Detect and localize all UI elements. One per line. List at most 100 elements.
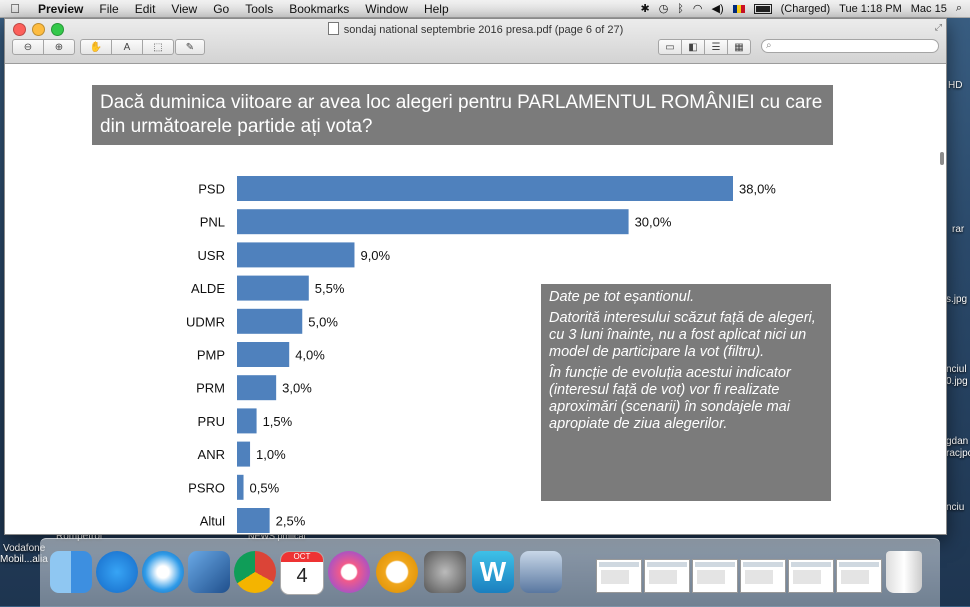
- category-label: UDMR: [186, 314, 225, 329]
- calendar-icon[interactable]: OCT 4: [280, 551, 324, 595]
- menu-view[interactable]: View: [171, 1, 198, 16]
- window-controls: [13, 23, 64, 36]
- question-box: Dacă duminica viitoare ar avea loc alege…: [92, 85, 833, 145]
- photo-booth-icon[interactable]: [520, 551, 562, 593]
- tool-controls: ✋ A ⬚: [80, 39, 174, 55]
- minimized-window-6[interactable]: [836, 559, 882, 593]
- annotate-pen-icon[interactable]: ✎: [175, 39, 205, 55]
- bar-prm: [237, 375, 277, 401]
- category-label: PRU: [198, 414, 225, 429]
- bar-alde: [237, 275, 309, 301]
- desktop-label-nciu[interactable]: nciu: [946, 502, 965, 513]
- view-toc-icon[interactable]: ☰: [704, 39, 728, 55]
- system-preferences-icon[interactable]: [424, 551, 466, 593]
- desktop-label-rompetrol[interactable]: Rompetrol: [56, 531, 103, 542]
- menu-bookmarks[interactable]: Bookmarks: [289, 1, 350, 16]
- pdf-page: Dacă duminica viitoare ar avea loc alege…: [5, 64, 946, 534]
- input-flag-icon[interactable]: [732, 4, 745, 13]
- minimized-window-5[interactable]: [788, 559, 834, 593]
- bar-pnl: [237, 209, 629, 235]
- category-label: USR: [198, 248, 225, 263]
- value-label: 4,0%: [295, 348, 325, 363]
- view-thumbnails-icon[interactable]: ◧: [681, 39, 705, 55]
- minimized-window-2[interactable]: [644, 559, 690, 593]
- window-title-text: sondaj national septembrie 2016 presa.pd…: [343, 24, 624, 36]
- zoom-button[interactable]: [51, 23, 64, 36]
- value-label: 0,5%: [250, 480, 280, 495]
- close-button[interactable]: [13, 23, 26, 36]
- value-label: 30,0%: [635, 215, 672, 230]
- bar-pmp: [237, 342, 290, 367]
- minimize-button[interactable]: [32, 23, 45, 36]
- menu-edit[interactable]: Edit: [134, 1, 156, 16]
- value-label: 5,5%: [315, 281, 345, 296]
- category-label: PMP: [197, 348, 225, 363]
- minimized-window-3[interactable]: [692, 559, 738, 593]
- menu-app-preview[interactable]: Preview: [38, 1, 84, 16]
- finder-icon[interactable]: [50, 551, 92, 593]
- desktop-label-news[interactable]: NEWS pmiical: [248, 531, 306, 541]
- view-mode-controls: ▭ ◧ ☰ ▦: [658, 39, 751, 55]
- fullscreen-icon[interactable]: ⤢: [934, 22, 942, 32]
- minimized-window-4[interactable]: [740, 559, 786, 593]
- apple-menu-icon[interactable]: : [0, 1, 30, 16]
- app-store-icon[interactable]: [96, 551, 138, 593]
- pdf-document-icon: [327, 22, 339, 35]
- view-contact-sheet-icon[interactable]: ▦: [727, 39, 751, 55]
- preview-window: sondaj national septembrie 2016 presa.pd…: [4, 18, 947, 535]
- zoom-in-button[interactable]: ⊕: [43, 39, 75, 55]
- bar-pru: [237, 408, 257, 434]
- desktop-label-gdan[interactable]: gdan: [946, 436, 969, 447]
- outlook-icon[interactable]: [376, 551, 418, 593]
- value-label: 1,0%: [256, 447, 286, 462]
- trash-icon[interactable]: [886, 551, 922, 593]
- menu-tools[interactable]: Tools: [245, 1, 274, 16]
- desktop-label-vodafone[interactable]: Vodafone: [3, 543, 46, 554]
- battery-icon[interactable]: [753, 3, 772, 14]
- mail-icon[interactable]: [188, 551, 230, 593]
- spotlight-icon[interactable]: ⌕: [955, 2, 962, 14]
- menu-help[interactable]: Help: [423, 1, 449, 16]
- wifi-icon[interactable]: ◠: [692, 3, 703, 15]
- desktop-label-hd[interactable]: HD: [948, 80, 963, 91]
- desktop-label-nciul[interactable]: nciul: [946, 364, 967, 375]
- chrome-icon[interactable]: [234, 551, 276, 593]
- minimized-window-1[interactable]: [596, 559, 642, 593]
- safari-icon[interactable]: [142, 551, 184, 593]
- desktop-label-racjpc[interactable]: racjpc: [946, 448, 970, 459]
- clock[interactable]: Tue 1:18 PM: [839, 2, 902, 15]
- move-tool-icon[interactable]: ✋: [80, 39, 112, 55]
- bar-anr: [237, 441, 251, 467]
- word-icon[interactable]: W: [472, 551, 514, 593]
- bluetooth-icon[interactable]: ᛒ: [677, 2, 684, 15]
- search-input[interactable]: ⌕: [761, 39, 939, 53]
- battery-status: (Charged): [780, 2, 831, 15]
- rect-select-tool-icon[interactable]: ⬚: [142, 39, 174, 55]
- window-titlebar[interactable]: sondaj national septembrie 2016 presa.pd…: [5, 19, 946, 64]
- value-label: 5,0%: [308, 314, 338, 329]
- user-name[interactable]: Mac 15: [910, 2, 947, 15]
- window-title: sondaj national septembrie 2016 presa.pd…: [5, 22, 946, 36]
- menu-go[interactable]: Go: [213, 1, 230, 16]
- calendar-day: 4: [296, 565, 308, 587]
- view-content-only-icon[interactable]: ▭: [658, 39, 682, 55]
- itunes-icon[interactable]: [328, 551, 370, 593]
- desktop-label-rar[interactable]: rar: [952, 224, 965, 235]
- desktop-label-mobil[interactable]: Mobil...alia: [0, 554, 48, 565]
- note-interest: Datorită interesului scăzut față de aleg…: [549, 310, 816, 360]
- search-icon: ⌕: [766, 40, 772, 51]
- note-sample: Date pe tot eșantionul.: [549, 289, 695, 305]
- annotate-group: ✎: [175, 39, 205, 55]
- desktop-label-sjpg[interactable]: s.jpg: [946, 294, 968, 305]
- text-select-tool-icon[interactable]: A: [111, 39, 143, 55]
- desktop-label-0jpg[interactable]: 0.jpg: [946, 376, 968, 387]
- bar-usr: [237, 242, 355, 268]
- zoom-out-button[interactable]: ⊖: [12, 39, 44, 55]
- vertical-scrollbar[interactable]: [940, 152, 944, 165]
- accessibility-icon[interactable]: ✱: [640, 3, 650, 15]
- time-machine-icon[interactable]: ◷: [658, 3, 669, 15]
- volume-icon[interactable]: ◀): [711, 3, 724, 15]
- category-label: PSD: [198, 182, 225, 197]
- menu-window[interactable]: Window: [365, 1, 408, 16]
- menu-file[interactable]: File: [99, 1, 119, 16]
